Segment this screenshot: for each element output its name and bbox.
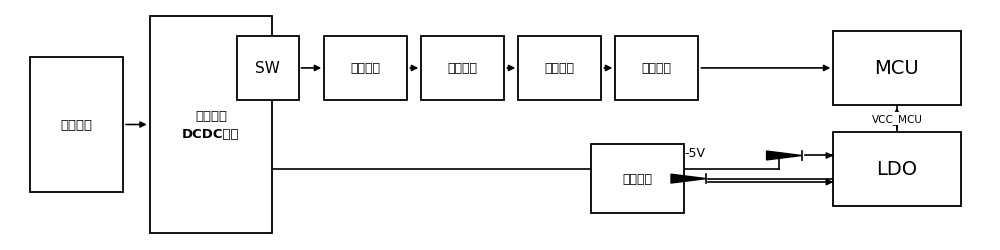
Bar: [150, 17, 272, 233]
Bar: [833, 132, 961, 206]
Text: LDO: LDO: [876, 160, 917, 178]
Text: 备用电池: 备用电池: [622, 172, 652, 185]
Bar: [518, 37, 601, 100]
Text: VCC_MCU: VCC_MCU: [871, 114, 922, 124]
Bar: [237, 37, 299, 100]
Text: 检测电路: 检测电路: [642, 62, 672, 75]
Bar: [591, 144, 684, 213]
Polygon shape: [767, 152, 802, 160]
Text: 滤波电路: 滤波电路: [545, 62, 575, 75]
Bar: [30, 58, 123, 192]
Text: 取样电路: 取样电路: [351, 62, 381, 75]
Text: MCU: MCU: [875, 59, 919, 78]
Bar: [421, 37, 504, 100]
Text: 整流电路: 整流电路: [448, 62, 478, 75]
Polygon shape: [671, 174, 706, 183]
Text: 车载终端
DCDC电源: 车载终端 DCDC电源: [182, 110, 240, 140]
Text: SW: SW: [255, 61, 280, 76]
Bar: [324, 37, 407, 100]
Text: 汽车电瓶: 汽车电瓶: [61, 118, 93, 132]
Bar: [833, 32, 961, 106]
Text: -5V: -5V: [685, 146, 706, 159]
Bar: [615, 37, 698, 100]
